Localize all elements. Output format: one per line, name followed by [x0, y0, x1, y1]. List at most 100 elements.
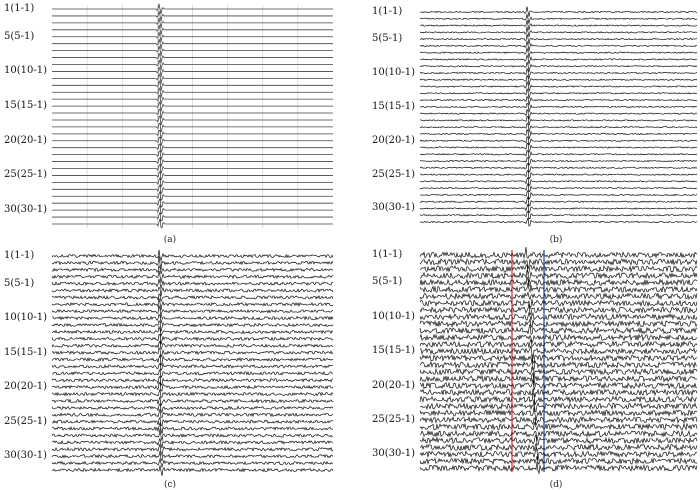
seismic-trace: [51, 264, 334, 275]
seismic-trace: [51, 249, 334, 262]
seismic-trace: [52, 122, 333, 133]
seismic-trace: [52, 100, 333, 112]
y-tick-label: 1(1-1): [4, 250, 35, 261]
seismic-trace: [51, 286, 334, 297]
seismic-trace: [52, 79, 333, 91]
seismic-trace: [419, 434, 698, 446]
seismic-trace: [52, 163, 333, 175]
seismic-trace: [51, 362, 334, 372]
seismic-trace: [51, 256, 334, 270]
seismic-trace: [419, 53, 698, 65]
seismic-trace: [419, 169, 698, 180]
y-tick-label: 5(5-1): [4, 30, 35, 42]
seismic-trace: [419, 399, 698, 413]
seismic-trace: [419, 446, 698, 461]
panel-caption: (a): [163, 235, 177, 245]
seismic-trace: [52, 212, 333, 222]
seismic-trace: [419, 338, 698, 349]
seismic-trace: [51, 381, 334, 392]
seismic-trace: [419, 443, 698, 452]
seismic-trace: [419, 378, 698, 391]
seismic-trace: [419, 41, 698, 52]
seismic-trace: [419, 19, 698, 31]
seismic-trace: [52, 45, 333, 57]
seismic-trace: [52, 203, 333, 215]
seismic-trace: [419, 372, 698, 386]
y-tick-label: 5(5-1): [372, 276, 403, 288]
y-tick-label: 20(20-1): [4, 134, 47, 146]
seismic-trace: [419, 95, 698, 106]
seismic-trace: [419, 115, 698, 126]
seismic-trace: [51, 443, 334, 457]
seismic-trace: [419, 392, 698, 407]
y-tick-label: 15(15-1): [372, 100, 415, 112]
seismic-trace: [52, 38, 333, 50]
seismic-trace: [419, 257, 698, 270]
seismic-trace: [52, 197, 333, 208]
seismic-trace: [51, 319, 334, 332]
seismic-trace: [52, 86, 333, 98]
seismic-trace: [52, 170, 333, 182]
panel-caption: (b): [549, 235, 563, 245]
seismic-trace: [52, 31, 333, 43]
seismic-trace: [52, 59, 333, 70]
y-tick-label: 10(10-1): [372, 310, 415, 322]
y-tick-label: 25(25-1): [4, 415, 47, 427]
seismic-trace: [52, 10, 333, 22]
y-tick-label: 25(25-1): [372, 168, 415, 180]
seismic-trace: [51, 389, 334, 399]
seismic-trace: [419, 6, 698, 17]
seismic-trace: [419, 162, 698, 174]
seismic-trace: [51, 368, 334, 379]
seismic-trace: [51, 409, 334, 418]
seismic-trace: [419, 67, 698, 79]
seismic-trace: [419, 291, 698, 301]
seismic-trace: [419, 80, 698, 92]
seismic-trace: [51, 305, 334, 318]
y-tick-label: 30(30-1): [372, 448, 415, 460]
y-tick-label: 25(25-1): [372, 413, 415, 425]
seismic-trace: [419, 388, 698, 398]
seismic-trace: [419, 210, 698, 220]
seismic-trace: [52, 150, 333, 161]
y-tick-label: 30(30-1): [4, 204, 47, 216]
seismic-trace: [419, 333, 698, 345]
seismic-trace: [419, 429, 698, 442]
y-tick-label: 20(20-1): [4, 381, 47, 393]
seismic-trace: [52, 107, 333, 119]
seismic-trace: [419, 282, 698, 294]
seismic-trace: [51, 403, 334, 414]
seismic-trace: [51, 298, 334, 311]
seismic-trace: [52, 218, 333, 229]
seismic-trace: [419, 246, 698, 260]
y-tick-label: 1(1-1): [372, 6, 403, 17]
seismic-trace: [52, 52, 333, 64]
seismic-trace: [419, 263, 698, 276]
seismic-trace: [51, 325, 334, 338]
y-tick-label: 5(5-1): [4, 277, 35, 289]
seismic-trace: [52, 129, 333, 139]
seismic-trace: [51, 416, 334, 427]
seismic-trace: [51, 313, 334, 324]
seismic-trace: [419, 407, 698, 422]
seismic-trace: [419, 269, 698, 284]
y-tick-label: 20(20-1): [372, 134, 415, 146]
seismic-trace: [419, 353, 697, 364]
seismic-trace: [419, 143, 698, 153]
seismic-trace: [51, 428, 334, 441]
seismic-trace: [419, 61, 698, 73]
seismic-trace: [419, 157, 698, 167]
y-tick-label: 15(15-1): [4, 346, 47, 358]
seismic-trace: [419, 189, 698, 201]
seismic-trace: [419, 136, 698, 146]
seismic-trace: [52, 136, 333, 146]
seismic-trace: [419, 276, 698, 288]
seismic-trace: [52, 66, 333, 77]
